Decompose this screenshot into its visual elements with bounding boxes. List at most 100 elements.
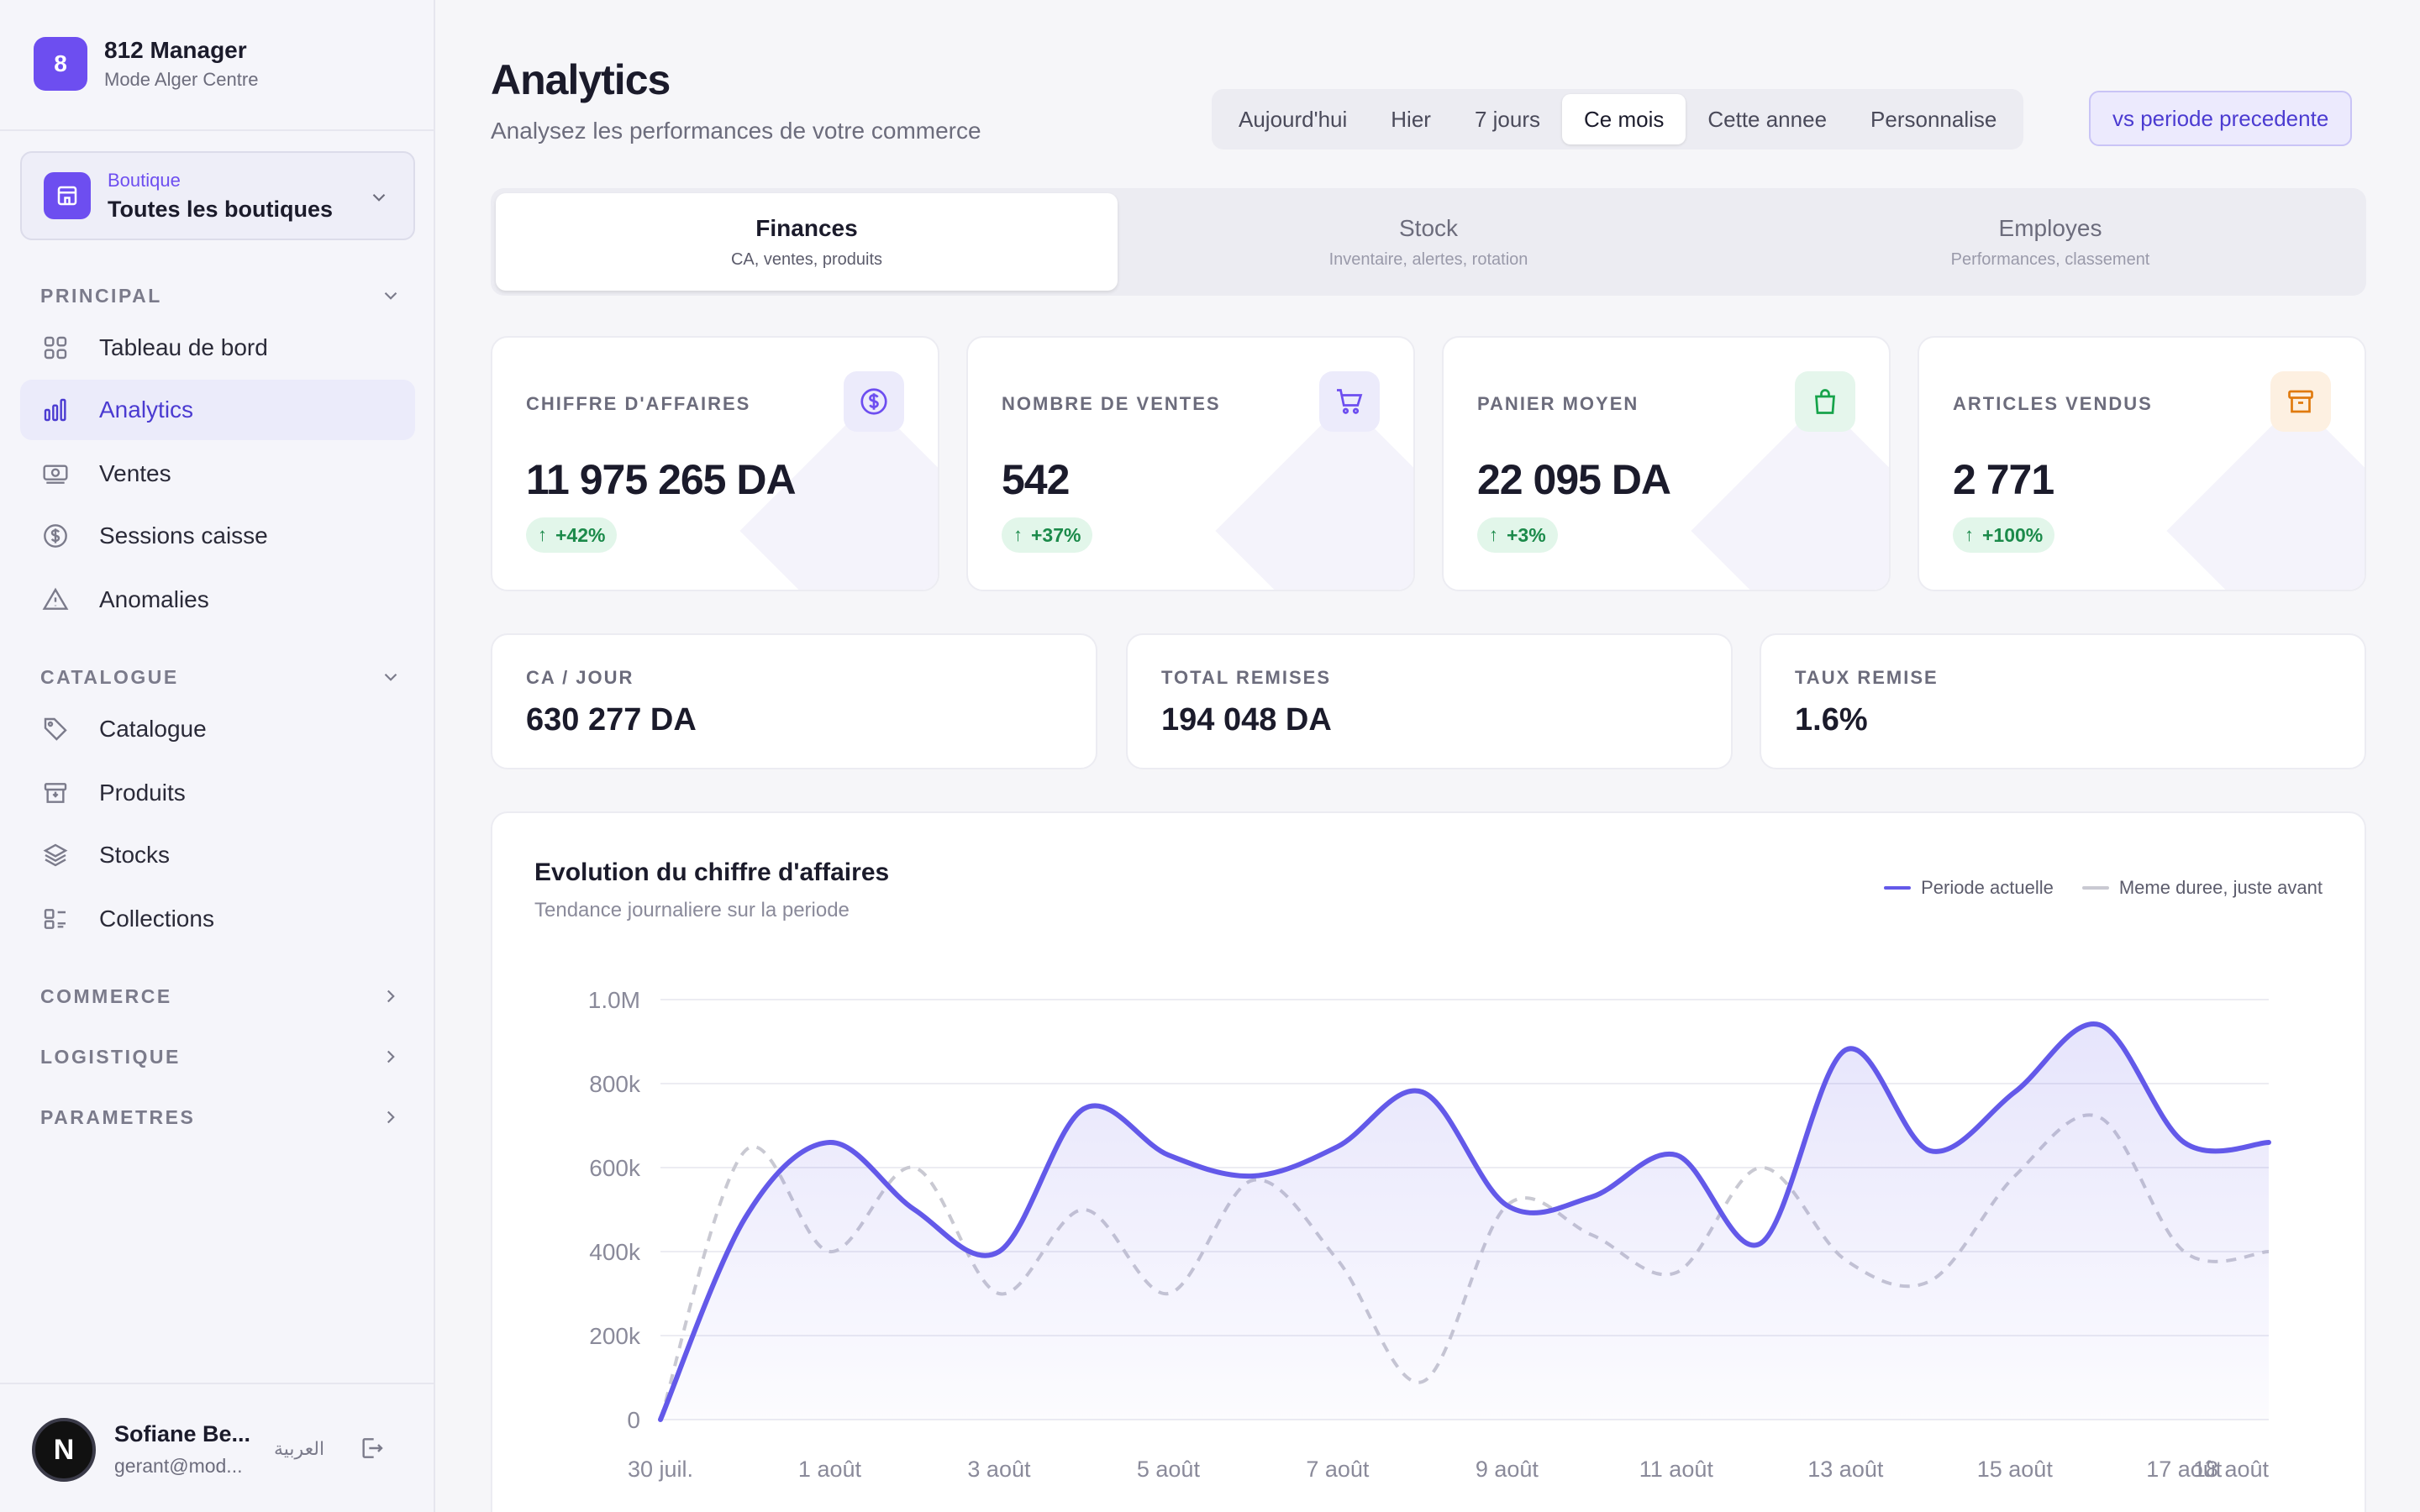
section-commerce[interactable]: COMMERCE [40,979,402,1013]
legend-item-current[interactable]: Periode actuelle [1884,877,2054,899]
sidebar-item-label: Collections [99,906,214,932]
section-principal[interactable]: PRINCIPAL [40,279,402,312]
chevron-down-icon [384,291,397,300]
brand[interactable]: 8 812 Manager Mode Alger Centre [34,37,258,91]
brand-name: 812 Manager [104,37,247,63]
store-icon [44,172,91,219]
tab-title: Finances [755,214,858,241]
section-title: COMMERCE [40,984,172,1007]
period-yesterday[interactable]: Hier [1391,106,1431,132]
sidebar-item-produits[interactable]: Produits [20,763,415,823]
compare-toggle-button[interactable]: vs periode precedente [2089,91,2353,146]
tab-employes[interactable]: Employes Performances, classement [1739,193,2361,291]
arrow-up-icon: ↑ [1965,524,1974,545]
grid-icon [40,333,71,363]
user-name: Sofiane Be... [114,1421,251,1446]
sidebar-item-analytics[interactable]: Analytics [20,380,415,440]
logout-icon[interactable] [358,1435,385,1466]
legend-item-previous[interactable]: Meme duree, juste avant [2081,877,2323,899]
sidebar-item-ventes[interactable]: Ventes [20,444,415,504]
kpi-card-articles-vendus: ARTICLES VENDUS 2 771 ↑ +100% [1918,336,2366,591]
x-tick-label: 3 août [967,1457,1031,1482]
revenue-line-chart[interactable]: 0 200k 400k 600k 800k 1.0M 30 juil. 1 août 3 aoû… [492,813,2366,1512]
x-tick-label: 18 août [2193,1457,2270,1482]
kpi-value: 22 095 DA [1477,456,1671,503]
brand-logo: 8 [34,37,87,91]
sidebar: 8 812 Manager Mode Alger Centre Boutique… [0,0,435,1512]
chevron-down-icon [384,673,397,681]
x-tick-label: 5 août [1137,1457,1201,1482]
sidebar-item-label: Produits [99,780,186,806]
kpi-card-chiffre-affaires: CHIFFRE D'AFFAIRES 11 975 265 DA ↑ +42% [491,336,939,591]
card-decoration [1215,400,1413,590]
y-tick-label: 600k [589,1155,641,1181]
period-7-days[interactable]: 7 jours [1474,106,1540,132]
cash-icon [40,459,71,489]
period-custom[interactable]: Personnalise [1870,106,1997,132]
analytics-tabs: Finances CA, ventes, produits Stock Inve… [491,188,2366,296]
sidebar-item-label: Anomalies [99,586,209,612]
sidebar-item-stocks[interactable]: Stocks [20,825,415,885]
avatar[interactable]: N [32,1418,96,1482]
stat-value: 1.6% [1795,702,1868,738]
kpi-label: CHIFFRE D'AFFAIRES [526,393,751,414]
section-title: LOGISTIQUE [40,1045,181,1068]
trend-badge: ↑ +37% [1002,517,1093,553]
page-subtitle: Analysez les performances de votre comme… [491,118,981,144]
trend-badge: ↑ +42% [526,517,618,553]
tab-finances[interactable]: Finances CA, ventes, produits [496,193,1118,291]
period-today[interactable]: Aujourd'hui [1239,106,1348,132]
stat-card-ca-jour: CA / JOUR 630 277 DA [491,633,1097,769]
sidebar-item-catalogue[interactable]: Catalogue [20,699,415,759]
warning-icon [40,585,71,615]
sidebar-item-label: Analytics [99,396,194,423]
x-tick-label: 11 août [1639,1457,1714,1482]
dollar-circle-icon [40,521,71,551]
kpi-value: 2 771 [1953,456,2054,503]
stat-label: TOTAL REMISES [1161,667,1332,688]
arrow-up-icon: ↑ [538,524,547,545]
chevron-right-icon [387,990,395,1003]
store-label: Boutique [108,169,181,191]
section-title: PRINCIPAL [40,284,162,307]
chevron-down-icon [368,186,390,213]
store-selector[interactable]: Boutique Toutes les boutiques [20,151,415,240]
section-parametres[interactable]: PARAMETRES [40,1100,402,1134]
cart-icon [1319,371,1380,432]
tab-stock[interactable]: Stock Inventaire, alertes, rotation [1118,193,1739,291]
sidebar-item-collections[interactable]: Collections [20,889,415,949]
sidebar-item-sessions-caisse[interactable]: Sessions caisse [20,506,415,566]
legend-swatch [1884,886,1912,890]
collection-icon [40,904,71,934]
sidebar-divider [0,129,434,131]
x-tick-label: 13 août [1807,1457,1884,1482]
period-this-year[interactable]: Cette annee [1707,106,1828,132]
tab-subtitle: Inventaire, alertes, rotation [1328,249,1528,269]
kpi-label: NOMBRE DE VENTES [1002,393,1221,414]
x-tick-label: 17 août [2146,1457,2223,1482]
sidebar-item-tableau-de-bord[interactable]: Tableau de bord [20,318,415,378]
shopping-bag-icon [1795,371,1855,432]
section-title: CATALOGUE [40,665,179,688]
section-catalogue[interactable]: CATALOGUE [40,660,402,694]
y-tick-label: 200k [589,1323,641,1349]
stat-value: 630 277 DA [526,702,697,738]
chevron-right-icon [387,1050,395,1063]
sidebar-item-label: Ventes [99,460,171,486]
arrow-up-icon: ↑ [1013,524,1023,545]
trend-value: +42% [555,523,606,546]
sidebar-item-label: Tableau de bord [99,334,268,360]
stat-label: CA / JOUR [526,667,634,688]
y-tick-label: 800k [589,1071,641,1097]
kpi-card-panier-moyen: PANIER MOYEN 22 095 DA ↑ +3% [1442,336,1891,591]
period-this-month[interactable]: Ce mois [1562,94,1686,144]
sidebar-item-label: Sessions caisse [99,522,268,549]
y-tick-label: 400k [589,1239,641,1265]
tab-title: Stock [1398,214,1459,241]
trend-value: +100% [1982,523,2044,546]
series-area-current [660,1023,2269,1420]
sidebar-item-anomalies[interactable]: Anomalies [20,570,415,630]
language-switch[interactable]: العربية [274,1438,325,1459]
section-logistique[interactable]: LOGISTIQUE [40,1040,402,1074]
legend-label: Meme duree, juste avant [2118,877,2323,898]
